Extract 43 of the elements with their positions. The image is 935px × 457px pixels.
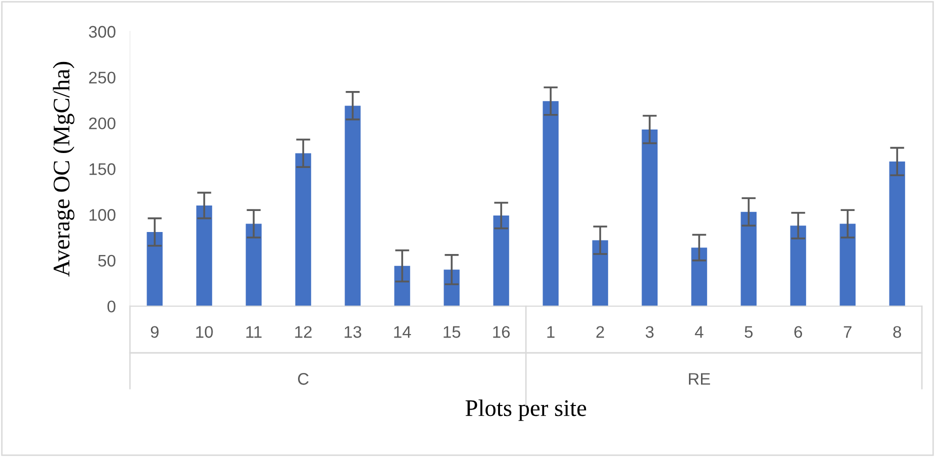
y-tick-label: 0 [107,300,116,312]
y-tick-label: 50 [98,254,116,267]
x-tick-label: 12 [295,326,312,338]
y-tick-label: 150 [90,163,116,176]
bar [542,101,559,306]
bar [642,129,658,306]
x-tick-label: 1 [547,326,555,338]
bar [146,232,163,306]
x-tick-label: 5 [744,326,753,338]
y-tick-label: 200 [89,117,116,130]
x-tick-label: 11 [246,326,262,338]
y-axis-title: Average OC (MgC/ha) [52,62,74,277]
x-tick-label: 15 [444,326,460,338]
bar [295,153,312,306]
bar [394,266,410,306]
y-tick-label: 250 [89,72,116,84]
x-tick-label: 14 [394,326,411,338]
x-tick-label: 7 [844,326,852,338]
text: RE [688,373,710,385]
y-tick-label: 100 [90,209,116,221]
x-tick-label: 8 [893,326,902,338]
bar [196,205,212,306]
x-tick-label: 10 [196,326,213,338]
bar [246,224,262,306]
bar [840,224,856,306]
y-tick-label: 300 [88,26,116,38]
x-tick-label: 16 [493,326,510,338]
x-tick-label: 4 [694,326,704,338]
bar [592,240,608,306]
x-tick-label: 9 [150,326,159,338]
x-tick-label: 2 [596,326,604,338]
x-axis-title: Plots per site [466,400,586,421]
x-tick-label: 6 [794,326,802,338]
bar [493,216,510,306]
x-tick-label: 13 [344,326,362,338]
bar [444,270,460,306]
bar [691,248,708,306]
bar [740,212,757,306]
bar [344,106,361,306]
x-tick-label: 3 [646,326,654,338]
text: C [298,373,309,385]
bar [889,162,906,306]
bar [790,226,806,306]
